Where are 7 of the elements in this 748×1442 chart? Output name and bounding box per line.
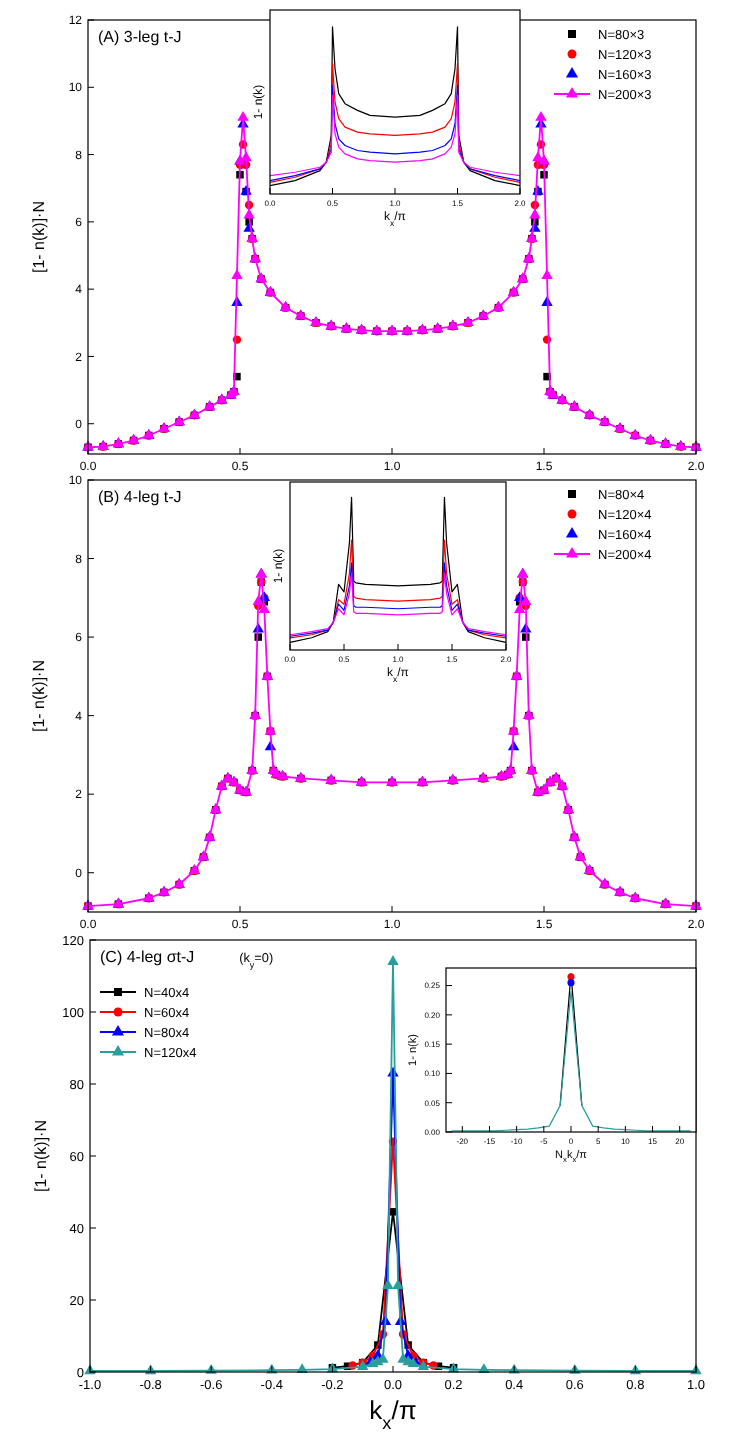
x-axis-title: k$_{x}$/π <box>369 1395 417 1433</box>
text: (B) 4-leg t-J <box>98 488 182 506</box>
y-axis-title: [1- n(k)]·N <box>30 659 48 732</box>
text: (A) 3-leg t-J <box>98 28 182 46</box>
y-axis-title: [1- n(k)]·N <box>30 200 48 273</box>
text: (C) 4-leg σt-J <box>100 948 195 966</box>
y-axis-title: [1- n(k)]·N <box>32 1119 50 1192</box>
